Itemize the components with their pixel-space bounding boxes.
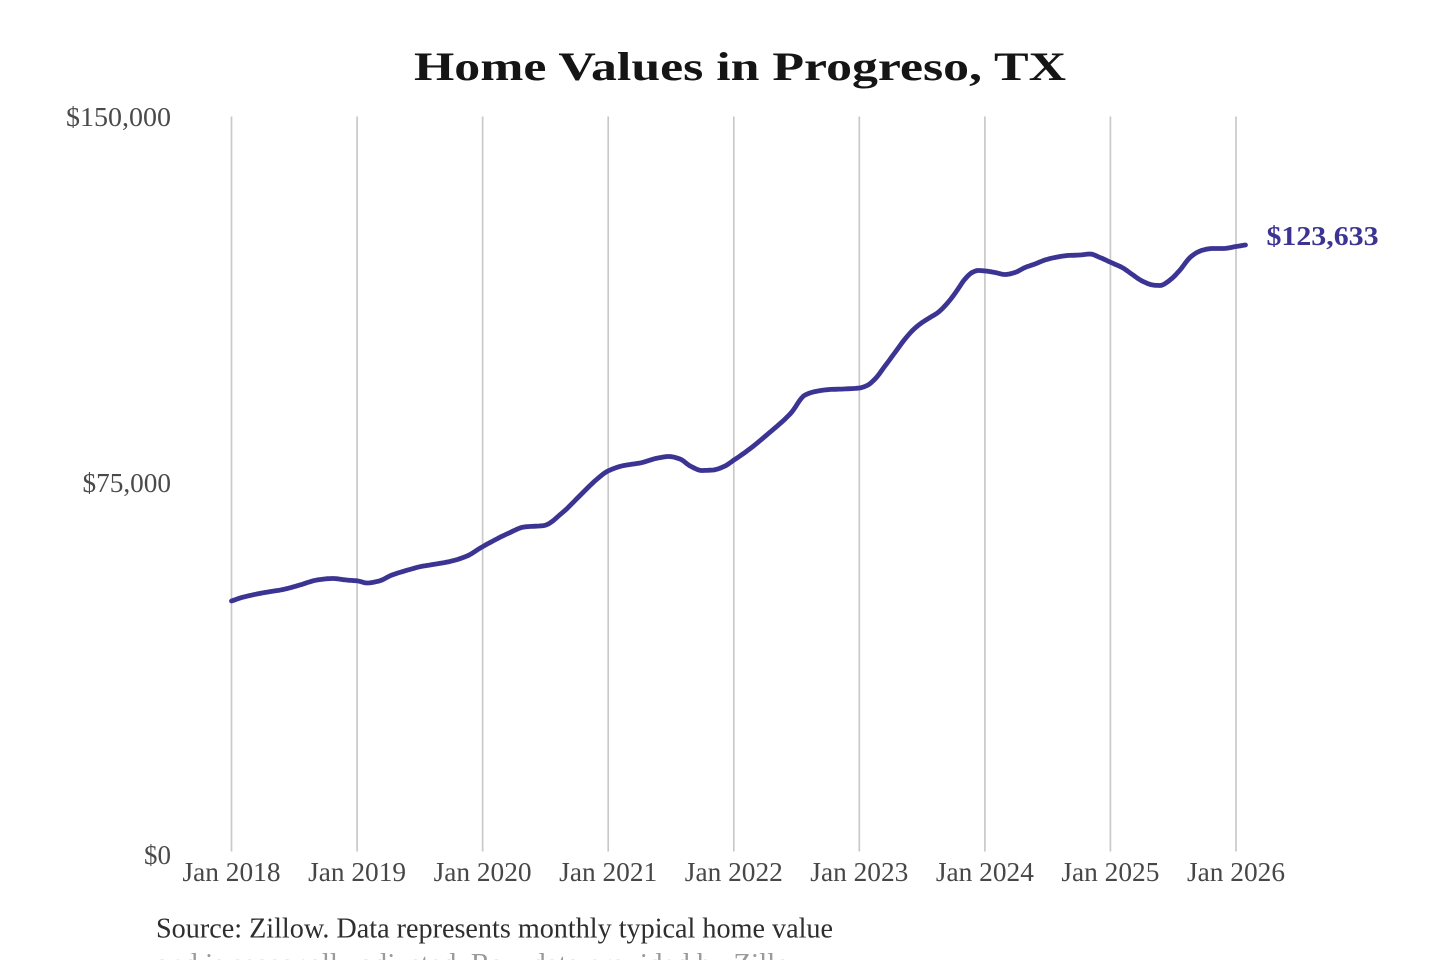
svg-text:Home Values in Progreso, TX: Home Values in Progreso, TX <box>414 44 1066 89</box>
svg-text:Jan 2021: Jan 2021 <box>559 857 657 887</box>
svg-text:Jan 2020: Jan 2020 <box>434 857 532 887</box>
svg-text:Jan 2019: Jan 2019 <box>308 857 406 887</box>
svg-text:Jan 2026: Jan 2026 <box>1187 857 1285 887</box>
svg-text:Jan 2025: Jan 2025 <box>1061 857 1159 887</box>
svg-text:$150,000: $150,000 <box>66 102 171 132</box>
svg-text:and is seasonally adjusted. Ra: and is seasonally adjusted. Raw data pro… <box>156 949 816 960</box>
svg-text:Jan 2024: Jan 2024 <box>936 857 1034 887</box>
svg-text:Jan 2022: Jan 2022 <box>685 857 783 887</box>
svg-text:Jan 2018: Jan 2018 <box>183 857 281 887</box>
svg-text:Source: Zillow. Data represent: Source: Zillow. Data represents monthly … <box>156 914 833 945</box>
svg-text:$123,633: $123,633 <box>1267 220 1379 251</box>
svg-text:$75,000: $75,000 <box>83 468 172 498</box>
svg-text:Jan 2023: Jan 2023 <box>810 857 908 887</box>
svg-text:$0: $0 <box>144 840 171 870</box>
